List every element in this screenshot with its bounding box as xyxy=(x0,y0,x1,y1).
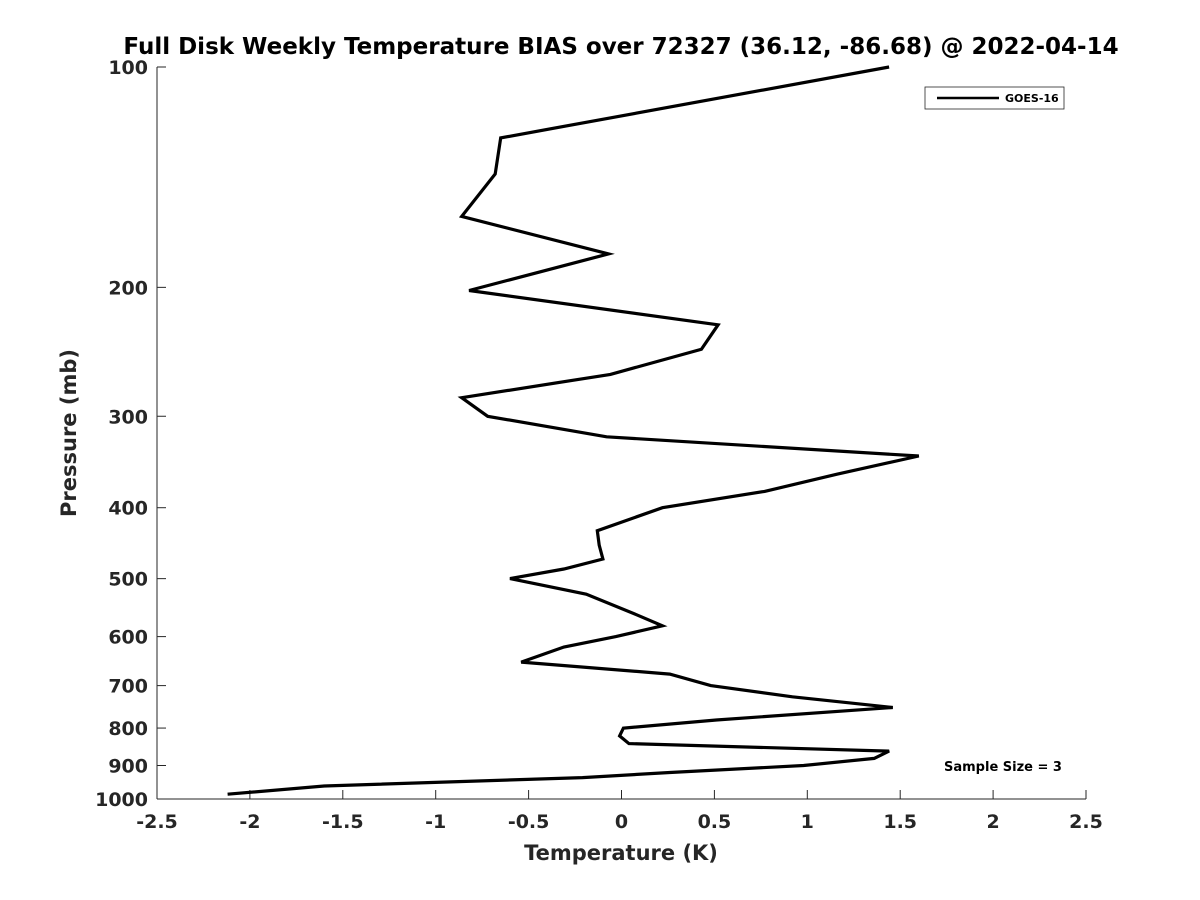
x-tick-label: -1 xyxy=(425,811,446,833)
y-tick-label: 900 xyxy=(108,756,148,778)
x-tick-label: 1 xyxy=(801,811,814,833)
series-layer xyxy=(227,65,920,796)
legend: GOES-16 xyxy=(924,86,1065,110)
y-tick-label: 800 xyxy=(108,718,148,740)
y-tick-label: 600 xyxy=(108,627,148,649)
y-axis-label: Pressure (mb) xyxy=(57,349,81,517)
y-axis-ticks: 100 200 300 400 500 600 700 800 900 1000 xyxy=(95,57,166,811)
x-tick-label: -0.5 xyxy=(508,811,550,833)
y-tick-label: 200 xyxy=(108,277,148,299)
y-tick-label: 500 xyxy=(108,569,148,591)
x-tick-label: 2.5 xyxy=(1069,811,1103,833)
x-tick-label: -2 xyxy=(239,811,260,833)
y-tick-label: 300 xyxy=(108,406,148,428)
y-tick-label: 1000 xyxy=(95,789,148,811)
series-line-goes-16 xyxy=(227,65,920,796)
x-tick-label: -2.5 xyxy=(136,811,178,833)
legend-label-goes-16: GOES-16 xyxy=(1005,92,1059,105)
sample-size-annotation: Sample Size = 3 xyxy=(944,760,1062,775)
y-tick-label: 400 xyxy=(108,498,148,520)
y-tick-label: 700 xyxy=(108,676,148,698)
x-tick-label: 2 xyxy=(986,811,999,833)
y-tick-label: 100 xyxy=(108,57,148,79)
x-tick-label: 0 xyxy=(615,811,628,833)
x-tick-label: 0.5 xyxy=(698,811,732,833)
x-tick-label: 1.5 xyxy=(883,811,917,833)
chart-title: Full Disk Weekly Temperature BIAS over 7… xyxy=(123,34,1118,60)
x-axis-label: Temperature (K) xyxy=(524,841,718,865)
x-axis-ticks: -2.5 -2 -1.5 -1 -0.5 0 0.5 1 1.5 2 2.5 xyxy=(136,790,1103,833)
x-tick-label: -1.5 xyxy=(322,811,364,833)
